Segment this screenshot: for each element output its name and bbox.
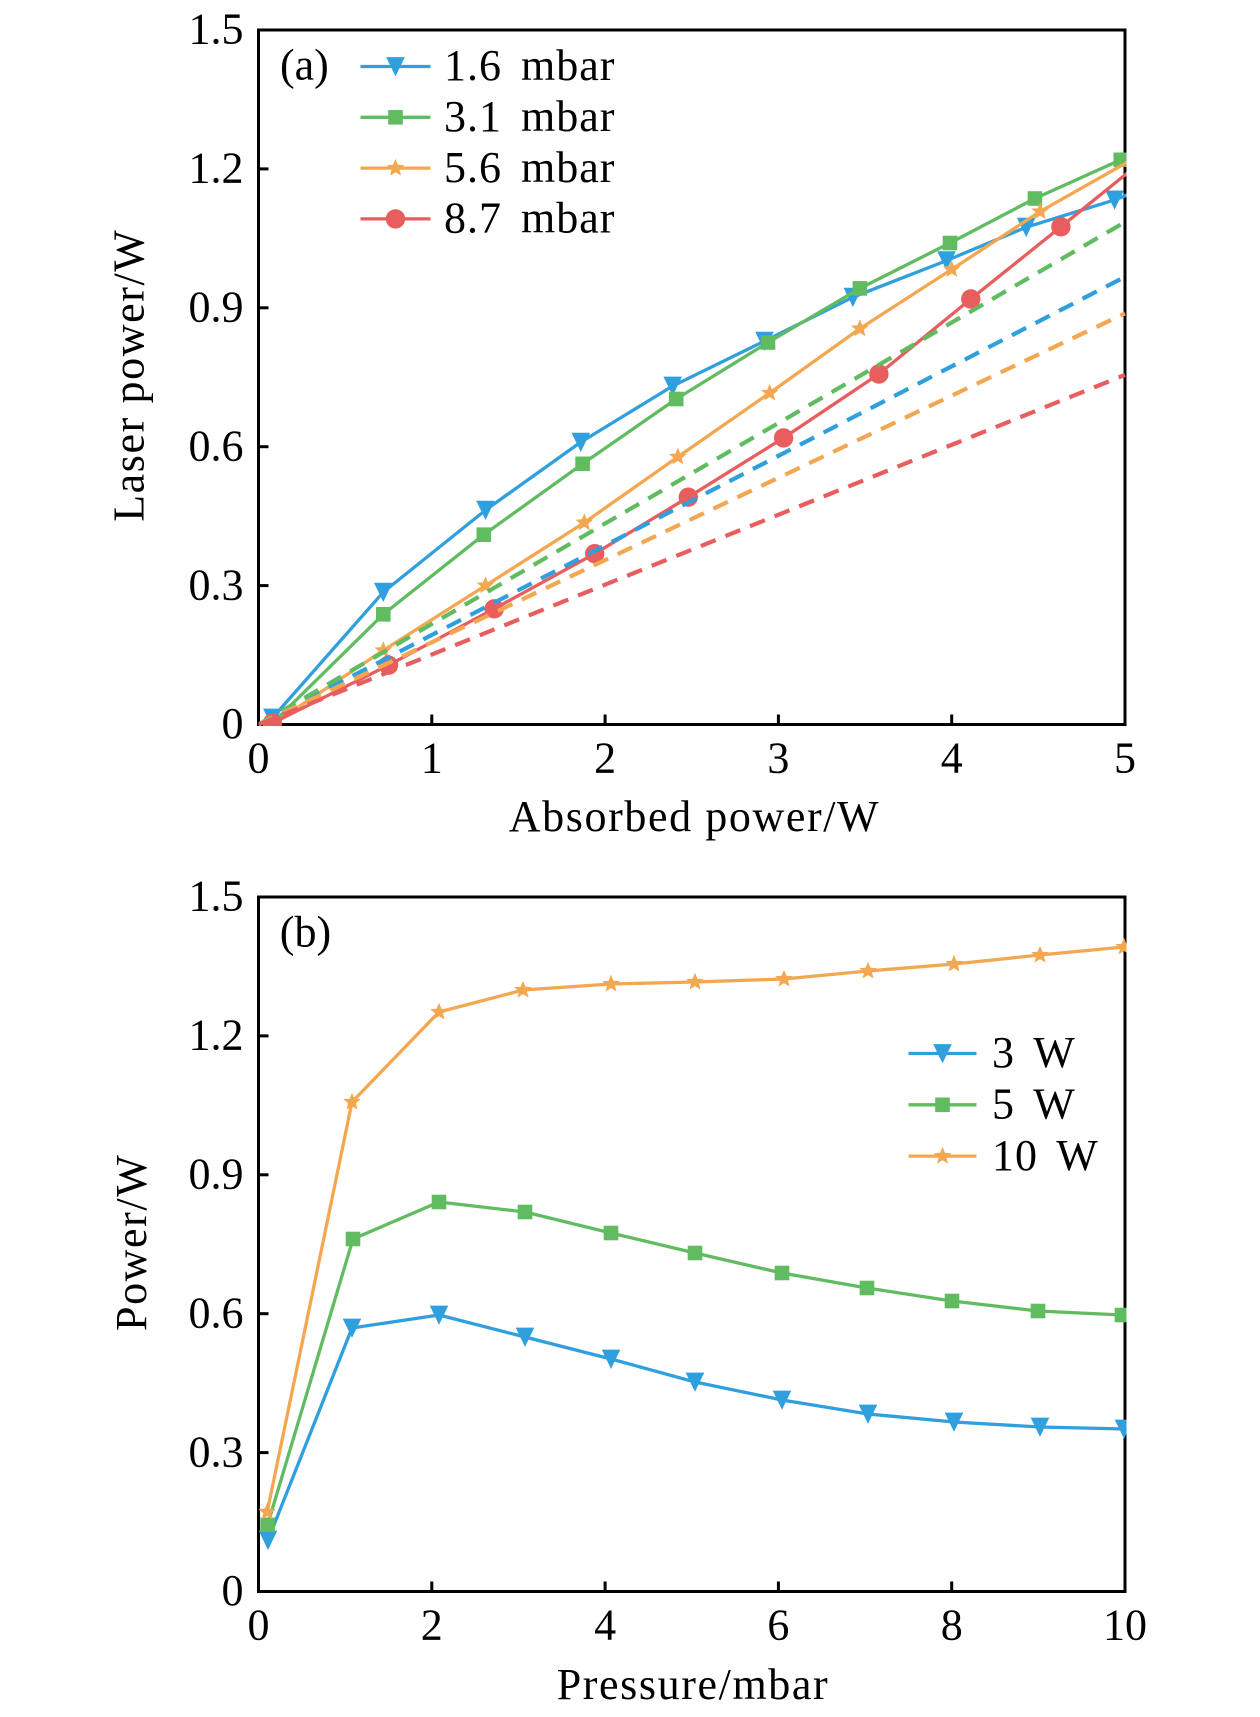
svg-text:0.6: 0.6: [189, 421, 244, 470]
svg-text:0.9: 0.9: [189, 1150, 244, 1199]
svg-text:0.9: 0.9: [189, 283, 244, 332]
svg-text:1.2: 1.2: [189, 1011, 244, 1060]
svg-text:1.2: 1.2: [189, 144, 244, 193]
svg-text:10: 10: [1103, 1601, 1147, 1650]
svg-text:(b): (b): [280, 908, 331, 957]
svg-text:0: 0: [248, 734, 270, 783]
svg-text:4: 4: [594, 1601, 616, 1650]
svg-text:10 W: 10 W: [992, 1131, 1099, 1180]
svg-text:Power/W: Power/W: [107, 1154, 156, 1331]
svg-text:4: 4: [941, 734, 963, 783]
svg-text:0.6: 0.6: [189, 1288, 244, 1337]
svg-text:0: 0: [222, 699, 244, 748]
svg-text:3.1 mbar: 3.1 mbar: [444, 92, 615, 141]
svg-text:0.3: 0.3: [189, 560, 244, 609]
svg-text:Pressure/mbar: Pressure/mbar: [557, 1660, 830, 1709]
svg-text:1.5: 1.5: [189, 5, 244, 54]
svg-text:0: 0: [248, 1601, 270, 1650]
svg-text:2: 2: [421, 1601, 443, 1650]
svg-text:8: 8: [941, 1601, 963, 1650]
svg-text:6: 6: [767, 1601, 789, 1650]
svg-text:8.7 mbar: 8.7 mbar: [444, 194, 615, 243]
svg-text:5 W: 5 W: [992, 1080, 1076, 1129]
svg-text:3 W: 3 W: [992, 1028, 1076, 1077]
svg-text:5: 5: [1114, 734, 1136, 783]
svg-text:2: 2: [594, 734, 616, 783]
svg-text:Laser power/W: Laser power/W: [105, 229, 154, 522]
svg-text:0: 0: [222, 1566, 244, 1615]
svg-text:1.6 mbar: 1.6 mbar: [444, 41, 615, 90]
svg-text:Absorbed power/W: Absorbed power/W: [509, 792, 880, 841]
svg-text:0.3: 0.3: [189, 1427, 244, 1476]
svg-text:3: 3: [767, 734, 789, 783]
svg-text:(a): (a): [280, 41, 329, 90]
svg-text:1.5: 1.5: [189, 872, 244, 921]
svg-text:1: 1: [421, 734, 443, 783]
svg-text:5.6 mbar: 5.6 mbar: [444, 143, 615, 192]
